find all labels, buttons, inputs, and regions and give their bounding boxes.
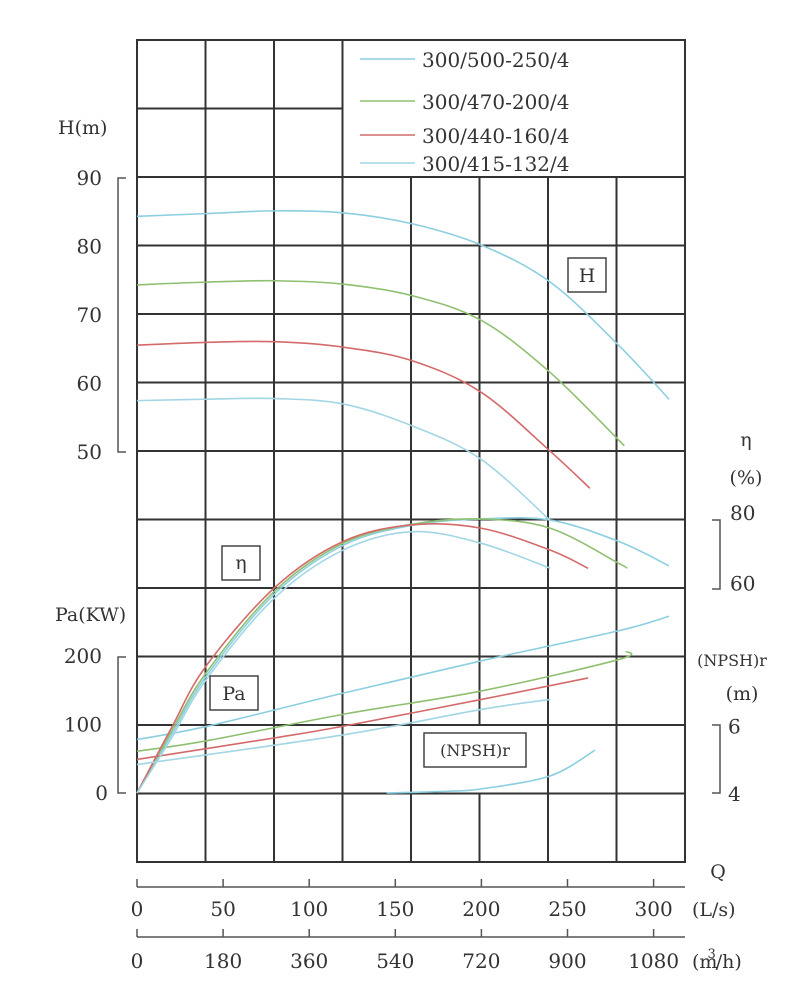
x-tick-label-secondary: 900 bbox=[548, 949, 586, 973]
x-tick-label-primary: 200 bbox=[462, 897, 500, 921]
x-tick-label-secondary: 540 bbox=[376, 949, 414, 973]
head-curve-label: H bbox=[579, 265, 596, 287]
efficiency-tick-label: 80 bbox=[730, 501, 755, 525]
npsh-tick-label: 6 bbox=[728, 715, 741, 739]
efficiency-axis-title: η bbox=[740, 429, 751, 451]
x-tick-label-secondary: 180 bbox=[204, 949, 242, 973]
efficiency-curve-300/440-160/4 bbox=[136, 523, 589, 794]
efficiency-curve-label: η bbox=[235, 552, 246, 574]
npsh-axis-unit: (m) bbox=[726, 683, 759, 705]
curves bbox=[136, 210, 670, 794]
head-curve-300/500-250/4 bbox=[136, 210, 670, 400]
x-tick-label-primary: 150 bbox=[376, 897, 414, 921]
head-tick-label: 60 bbox=[77, 372, 102, 396]
x-axis-unit-secondary: (m3/h) bbox=[692, 947, 742, 973]
x-tick-label-secondary: 1080 bbox=[628, 949, 679, 973]
legend-entry: 300/440-160/4 bbox=[422, 124, 569, 148]
head-curve-300/470-200/4 bbox=[136, 279, 625, 447]
power-tick-label: 100 bbox=[64, 713, 102, 737]
power-curve-300/440-160/4 bbox=[136, 677, 589, 761]
x-tick-label-primary: 100 bbox=[290, 897, 328, 921]
head-tick-label: 50 bbox=[77, 440, 102, 464]
npsh-curve-label: (NPSH)r bbox=[440, 741, 510, 760]
npsh-tick-label: 4 bbox=[728, 782, 741, 806]
x-tick-label-primary: 50 bbox=[210, 897, 235, 921]
x-tick-label-primary: 0 bbox=[131, 897, 144, 921]
grid bbox=[136, 39, 686, 863]
head-tick-label: 70 bbox=[77, 303, 102, 327]
power-curve-label: Pa bbox=[222, 683, 245, 705]
power-curve-300/415-132/4 bbox=[136, 698, 551, 766]
power-curve-300/500-250/4 bbox=[136, 615, 670, 741]
npsh-axis-bracket bbox=[712, 724, 721, 794]
efficiency-axis-bracket bbox=[712, 519, 721, 590]
x-axis-unit-primary: (L/s) bbox=[692, 899, 736, 921]
x-tick-label-primary: 300 bbox=[635, 897, 673, 921]
efficiency-curve-300/415-132/4 bbox=[136, 530, 551, 794]
efficiency-curve-300/500-250/4 bbox=[136, 516, 670, 794]
head-tick-label: 90 bbox=[77, 166, 102, 190]
efficiency-axis-unit: (%) bbox=[730, 467, 763, 489]
head-tick-label: 80 bbox=[77, 235, 102, 259]
x-tick-label-primary: 250 bbox=[548, 897, 586, 921]
power-tick-label: 200 bbox=[64, 644, 102, 668]
efficiency-tick-label: 60 bbox=[730, 572, 755, 596]
x-tick-label-secondary: 720 bbox=[462, 949, 500, 973]
legend-entry: 300/415-132/4 bbox=[422, 152, 569, 176]
legend-entry: 300/470-200/4 bbox=[422, 90, 569, 114]
x-tick-label-secondary: 0 bbox=[131, 949, 144, 973]
power-tick-label: 0 bbox=[95, 781, 108, 805]
npsh-curve bbox=[386, 749, 596, 794]
npsh-axis-title: (NPSH)r bbox=[697, 651, 767, 670]
efficiency-curve-300/470-200/4 bbox=[136, 518, 628, 794]
axes: 90 80 70 60 50 200 100 0 80 60 6 4 0 50 100 150 200 250 30… bbox=[64, 166, 756, 973]
x-axis-title: Q bbox=[710, 861, 726, 883]
head-axis-bracket bbox=[117, 177, 126, 453]
legend: 300/500-250/4 300/470-200/4 300/440-160/… bbox=[360, 48, 569, 176]
power-curve-300/470-200/4 bbox=[136, 650, 633, 753]
curve-labels: H η Pa (NPSH)r bbox=[209, 257, 607, 768]
power-axis-title: Pa(KW) bbox=[55, 604, 126, 626]
x-tick-label-secondary: 360 bbox=[290, 949, 328, 973]
head-curve-300/440-160/4 bbox=[136, 340, 591, 489]
legend-entry: 300/500-250/4 bbox=[422, 48, 569, 72]
head-axis-title: H(m) bbox=[58, 117, 107, 139]
power-axis-bracket bbox=[117, 656, 126, 794]
head-curve-300/415-132/4 bbox=[136, 397, 551, 522]
